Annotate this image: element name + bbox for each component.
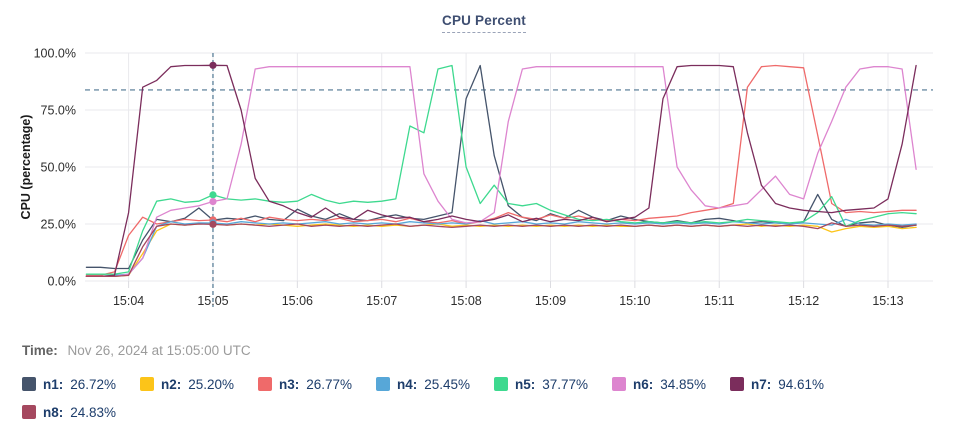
legend-item-n4[interactable]: n4: 25.45%: [376, 370, 494, 398]
legend-series-value: 37.77%: [542, 376, 589, 392]
legend-item-n1[interactable]: n1: 26.72%: [22, 370, 140, 398]
series-line-n5[interactable]: [85, 64, 917, 275]
legend-series-value: 94.61%: [778, 376, 825, 392]
legend-swatch: [140, 377, 154, 391]
legend-series-value: 25.45%: [424, 376, 471, 392]
legend-series-label: n1:: [43, 376, 64, 392]
crosshair-marker-n8: [209, 220, 217, 228]
legend-item-n5[interactable]: n5: 37.77%: [494, 370, 612, 398]
legend-swatch: [22, 377, 36, 391]
y-tick-label: 25.0%: [41, 218, 76, 232]
legend-swatch: [376, 377, 390, 391]
x-tick-label: 15:07: [366, 294, 397, 308]
y-axis-title: CPU (percentage): [19, 115, 33, 220]
legend-series-value: 25.20%: [188, 376, 235, 392]
series-line-n7[interactable]: [85, 64, 917, 278]
legend-series-label: n2:: [161, 376, 182, 392]
legend-swatch: [258, 377, 272, 391]
y-tick-label: 100.0%: [34, 47, 76, 61]
series-line-n6[interactable]: [85, 66, 917, 278]
legend-item-n2[interactable]: n2: 25.20%: [140, 370, 258, 398]
series-line-n2[interactable]: [85, 222, 917, 278]
crosshair-marker-n7: [209, 61, 217, 69]
y-tick-label: 0.0%: [48, 275, 77, 289]
cpu-percent-line-chart[interactable]: 0.0%25.0%50.0%75.0%100.0%15:04 15:05 15:06…: [0, 0, 968, 320]
time-label: Time:: [22, 343, 58, 358]
legend-series-label: n7:: [751, 376, 772, 392]
legend-item-n6[interactable]: n6: 34.85%: [612, 370, 730, 398]
legend-swatch: [22, 405, 36, 419]
legend-item-n8[interactable]: n8: 24.83%: [22, 398, 140, 426]
x-tick-label: 15:11: [704, 294, 734, 308]
legend-series-label: n6:: [633, 376, 654, 392]
legend-series-label: n5:: [515, 376, 536, 392]
legend-item-n7[interactable]: n7: 94.61%: [730, 370, 848, 398]
crosshair-marker-n6: [209, 197, 217, 206]
x-tick-label: 15:06: [282, 294, 313, 308]
selected-time-row: Time: Nov 26, 2024 at 15:05:00 UTC: [22, 343, 251, 358]
chart-title[interactable]: CPU Percent: [442, 13, 526, 33]
legend-item-n3[interactable]: n3: 26.77%: [258, 370, 376, 398]
legend-swatch: [730, 377, 744, 391]
y-tick-label: 75.0%: [41, 104, 76, 118]
legend-series-label: n3:: [279, 376, 300, 392]
time-value: Nov 26, 2024 at 15:05:00 UTC: [67, 343, 251, 358]
chart-title-wrap: CPU Percent: [0, 12, 968, 33]
series-line-n8[interactable]: [85, 222, 917, 278]
series-line-n3[interactable]: [85, 64, 917, 276]
x-tick-label: 15:08: [450, 294, 481, 308]
legend-series-value: 26.77%: [306, 376, 353, 392]
legend-series-value: 34.85%: [660, 376, 707, 392]
legend-series-label: n4:: [397, 376, 418, 392]
x-tick-label: 15:10: [619, 294, 650, 308]
legend-series-label: n8:: [43, 404, 64, 420]
y-tick-label: 50.0%: [41, 161, 76, 175]
x-tick-label: 15:13: [872, 294, 903, 308]
series-line-n4[interactable]: [85, 218, 917, 278]
legend-swatch: [612, 377, 626, 391]
x-tick-label: 15:12: [788, 294, 819, 308]
x-tick-label: 15:09: [535, 294, 566, 308]
legend-series-value: 26.72%: [70, 376, 117, 392]
chart-legend: n1: 26.72% n2: 25.20% n3: 26.77% n4: 25.45% n5: 3…: [22, 370, 902, 426]
legend-series-value: 24.83%: [70, 404, 117, 420]
x-tick-label: 15:04: [113, 294, 144, 308]
crosshair-marker-n5: [209, 191, 217, 199]
legend-swatch: [494, 377, 508, 391]
